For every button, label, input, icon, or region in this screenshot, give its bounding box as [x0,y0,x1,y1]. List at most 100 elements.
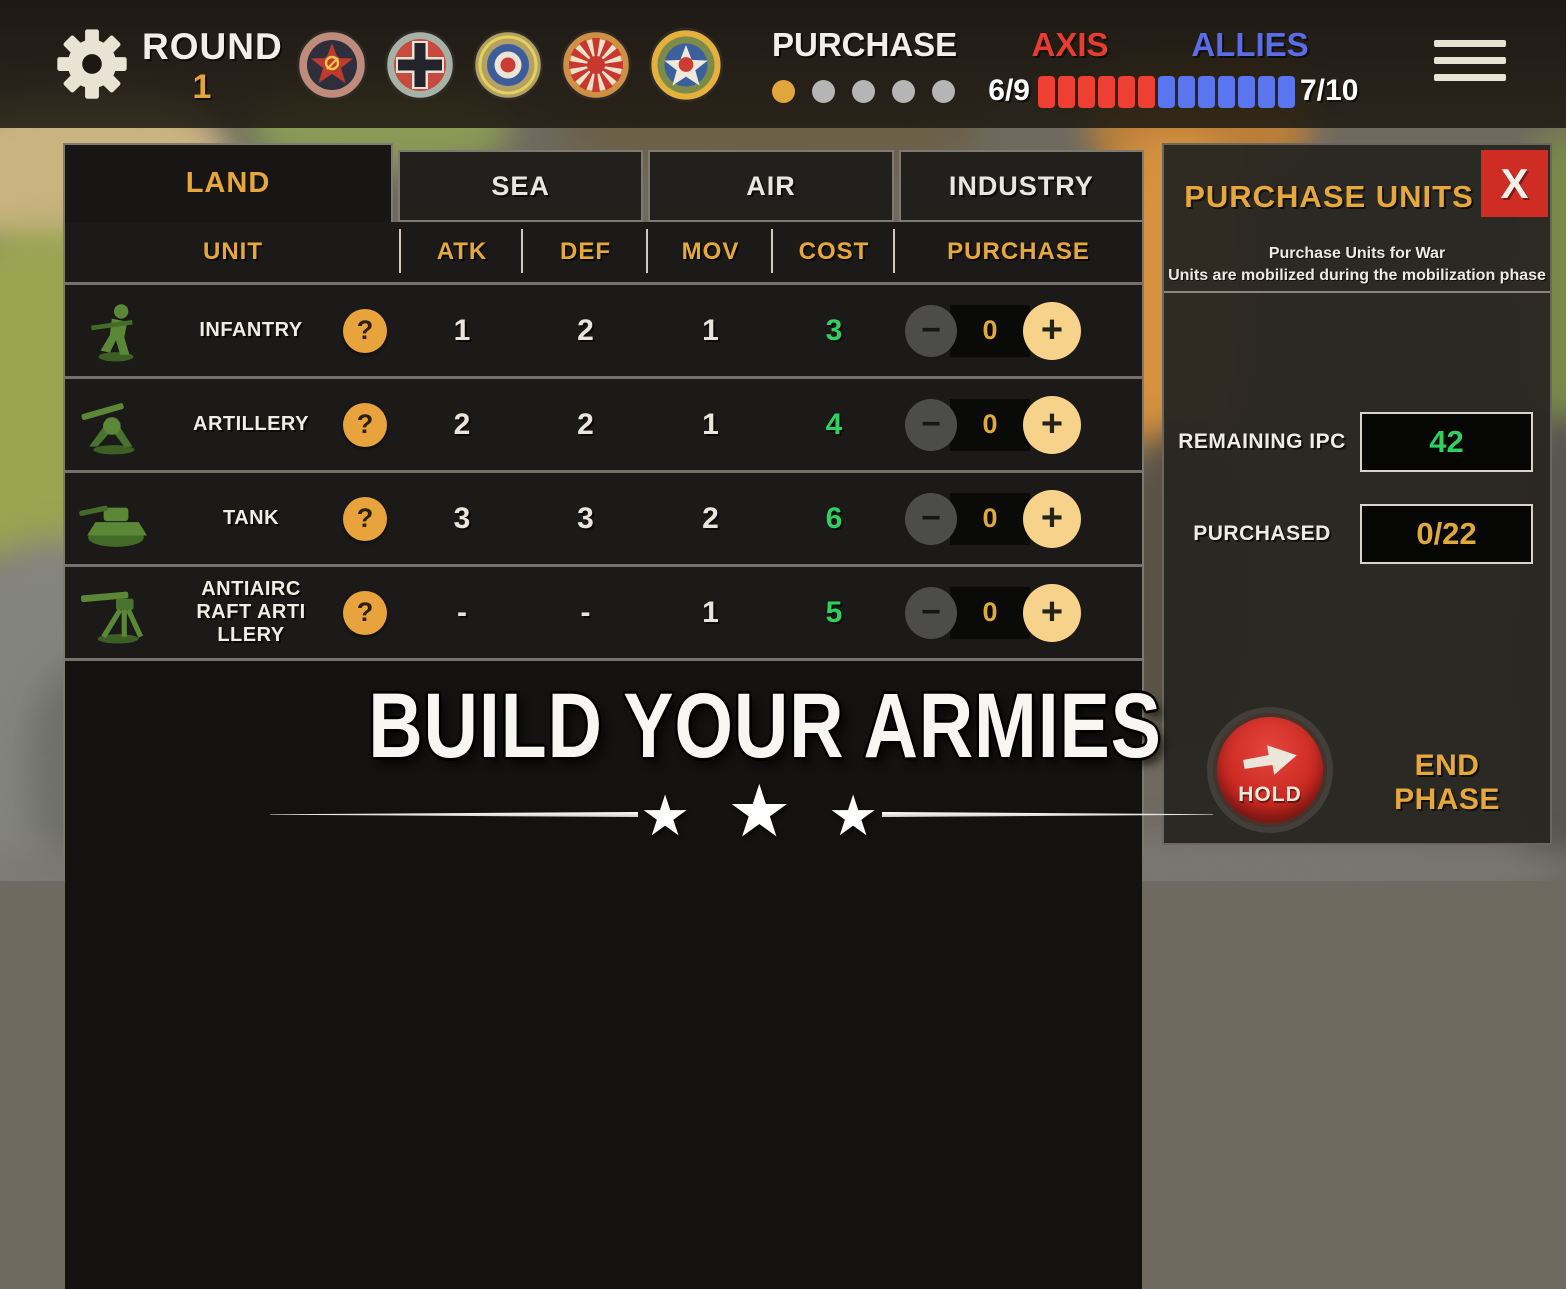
unit-name: ARTILLERY [159,413,343,436]
antiaircraft-gun-icon [73,580,159,646]
quantity-stepper: − 0 + [895,302,1142,360]
star-icon: ★ [727,776,792,848]
cost-value: 3 [773,314,895,348]
allies-segment [1218,76,1235,108]
panel-subtitle: Units are mobilized during the mobilizat… [1164,267,1550,285]
cost-value: 6 [773,502,895,536]
table-row-artillery: ARTILLERY ? 2 2 1 4 − 0 + [65,376,1142,470]
phase-dot [812,80,835,103]
phase-dot [852,80,875,103]
axis-segment [1078,76,1095,108]
unit-name: TANK [159,507,343,530]
tab-land[interactable]: LAND [63,143,393,222]
column-header-atk: ATK [401,238,523,266]
decrease-button[interactable]: − [905,305,957,357]
info-button[interactable]: ? [343,591,387,635]
faction-icon-japan[interactable] [560,29,632,101]
artillery-icon [73,392,159,458]
def-value: 3 [523,502,648,536]
increase-button[interactable]: + [1023,584,1081,642]
purchase-panel: PURCHASE UNITS X Purchase Units for War … [1162,143,1552,845]
mov-value: 2 [648,502,773,536]
faction-icon-soviet-union[interactable] [296,29,368,101]
war-progress-bar [1038,76,1295,108]
tab-bar: LAND SEA AIR INDUSTRY [63,143,1144,222]
star-icon: ★ [640,788,690,844]
column-header-cost: COST [773,238,895,266]
close-button[interactable]: X [1481,150,1548,217]
decrease-button[interactable]: − [905,587,957,639]
end-phase-hold-button[interactable]: HOLD [1213,713,1327,827]
table-row-infantry: INFANTRY ? 1 2 1 3 − 0 + [65,282,1142,376]
tab-air[interactable]: AIR [648,150,893,222]
axis-label: AXIS [1010,26,1130,64]
allies-score: 7/10 [1300,74,1400,108]
quantity-value: 0 [950,305,1030,357]
quantity-stepper: − 0 + [895,584,1142,642]
hold-label: HOLD [1217,783,1323,807]
cost-value: 4 [773,408,895,442]
unit-name: ANTIAIRCRAFT ARTILLERY [190,578,312,647]
allies-segment [1238,76,1255,108]
def-value: 2 [523,408,648,442]
def-value: - [523,596,648,630]
round-value: 1 [142,68,262,107]
quantity-value: 0 [950,587,1030,639]
axis-segment [1098,76,1115,108]
top-bar: ROUND 1 [0,0,1566,128]
info-button[interactable]: ? [343,403,387,447]
allies-segment [1278,76,1295,108]
column-header-mov: MOV [648,238,773,266]
axis-segment [1138,76,1155,108]
allies-segment [1178,76,1195,108]
round-label: ROUND [142,26,262,68]
cost-value: 5 [773,596,895,630]
faction-icon-united-states[interactable] [648,27,724,103]
axis-segment [1058,76,1075,108]
atk-value: 2 [401,408,523,442]
info-button[interactable]: ? [343,497,387,541]
settings-gear-icon[interactable] [55,26,129,102]
decrease-button[interactable]: − [905,399,957,451]
atk-value: 1 [401,314,523,348]
axis-segment [1118,76,1135,108]
def-value: 2 [523,314,648,348]
table-row-antiaircraft-artillery: ANTIAIRCRAFT ARTILLERY ? - - 1 5 − 0 + [65,564,1142,658]
decrease-button[interactable]: − [905,493,957,545]
increase-button[interactable]: + [1023,490,1081,548]
menu-hamburger-icon[interactable] [1434,40,1506,88]
remaining-ipc-value: 42 [1429,424,1463,460]
phase-label: PURCHASE [772,26,937,64]
banner-title: BUILD YOUR ARMIES [367,680,1162,772]
faction-icon-united-kingdom[interactable] [472,29,544,101]
quantity-value: 0 [950,493,1030,545]
phase-dot [892,80,915,103]
tank-icon [73,486,159,552]
allies-segment [1198,76,1215,108]
faction-icon-germany[interactable] [384,29,456,101]
phase-dot [772,80,795,103]
tab-sea[interactable]: SEA [398,150,643,222]
increase-button[interactable]: + [1023,302,1081,360]
axis-segment [1038,76,1055,108]
quantity-stepper: − 0 + [895,396,1142,454]
allies-segment [1258,76,1275,108]
panel-subtitle: Purchase Units for War [1164,245,1550,263]
mov-value: 1 [648,596,773,630]
divider [1164,291,1550,293]
increase-button[interactable]: + [1023,396,1081,454]
purchased-label: PURCHASED [1164,522,1360,546]
quantity-value: 0 [950,399,1030,451]
info-button[interactable]: ? [343,309,387,353]
quantity-stepper: − 0 + [895,490,1142,548]
axis-score: 6/9 [940,74,1030,108]
arrow-right-icon [1235,733,1307,779]
atk-value: - [401,596,523,630]
remaining-ipc-label: REMAINING IPC [1164,430,1360,454]
end-phase-label: END PHASE [1367,749,1527,817]
unit-name: INFANTRY [159,319,343,342]
infantry-icon [73,298,159,364]
tab-industry[interactable]: INDUSTRY [899,150,1144,222]
column-header-purchase: PURCHASE [895,238,1142,266]
allies-label: ALLIES [1190,26,1310,64]
